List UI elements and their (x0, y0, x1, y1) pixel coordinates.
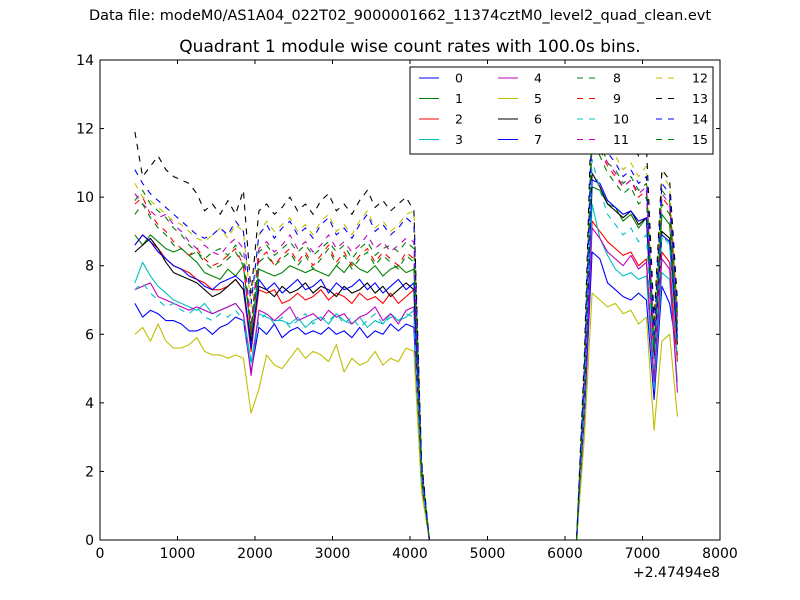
legend-label-9: 9 (613, 91, 621, 106)
legend-label-12: 12 (692, 71, 708, 86)
y-tick-label: 8 (85, 259, 94, 275)
x-tick-label: 1000 (160, 546, 196, 562)
legend-label-11: 11 (613, 132, 629, 147)
legend-frame (409, 66, 714, 155)
series-line-8 (134, 124, 678, 541)
series-line-4 (134, 227, 678, 541)
y-tick-label: 2 (85, 464, 94, 480)
chart-title: Quadrant 1 module wise count rates with … (179, 37, 641, 57)
legend-label-13: 13 (692, 91, 708, 106)
y-tick-label: 12 (76, 122, 94, 138)
x-tick-label: 5000 (470, 546, 506, 562)
x-tick-label: 6000 (547, 546, 583, 562)
series-line-12 (134, 107, 678, 541)
x-tick-label: 0 (96, 546, 105, 562)
x-tick-label: 2000 (237, 546, 273, 562)
x-tick-label: 4000 (392, 546, 428, 562)
series-line-14 (134, 117, 678, 541)
series-line-3 (134, 203, 678, 541)
legend-label-5: 5 (534, 91, 542, 106)
series-line-5 (134, 292, 678, 541)
y-tick-label: 10 (76, 190, 94, 206)
series-line-6 (134, 172, 678, 541)
series-line-2 (134, 220, 678, 541)
legend-label-15: 15 (692, 132, 708, 147)
y-tick-label: 14 (76, 53, 94, 69)
legend-label-8: 8 (613, 71, 621, 86)
x-tick-label: 3000 (315, 546, 351, 562)
series-line-10 (134, 158, 678, 541)
legend-label-2: 2 (455, 112, 463, 127)
legend-label-7: 7 (534, 132, 542, 147)
figure-suptitle: Data file: modeM0/AS1A04_022T02_90000016… (88, 8, 712, 24)
legend-label-6: 6 (534, 112, 542, 127)
y-tick-label: 6 (85, 327, 94, 343)
series-line-1 (134, 186, 678, 541)
series-line-15 (134, 138, 678, 541)
y-tick-label: 4 (85, 396, 94, 412)
legend-label-1: 1 (455, 91, 463, 106)
legend-label-10: 10 (613, 112, 629, 127)
legend-label-0: 0 (455, 71, 463, 86)
series-line-9 (134, 131, 678, 541)
legend-label-4: 4 (534, 71, 542, 86)
x-axis-offset-label: +2.47494e8 (633, 565, 720, 581)
series-layer (134, 86, 678, 541)
legend-label-3: 3 (455, 132, 463, 147)
x-tick-label: 8000 (702, 546, 738, 562)
series-line-11 (134, 131, 678, 541)
ticks-layer: 0 1000 2000 3000 4000 5000 6000 7000 80000246810… (76, 53, 738, 562)
series-line-13 (134, 86, 678, 541)
y-tick-label: 0 (85, 533, 94, 549)
x-tick-label: 7000 (625, 546, 661, 562)
legend-label-14: 14 (692, 112, 708, 127)
